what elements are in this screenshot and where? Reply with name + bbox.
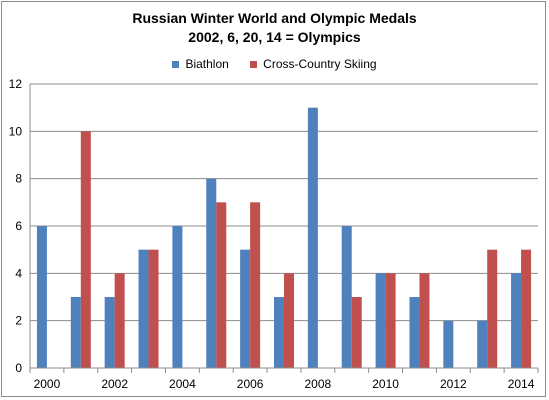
bars	[36, 107, 532, 369]
bar-biathlon-2010	[375, 273, 386, 368]
y-tick-label: 0	[15, 361, 22, 375]
x-tick-label: 2002	[101, 377, 128, 391]
bar-cross-country-skiing-2009	[351, 297, 362, 368]
legend-swatch-biathlon	[172, 61, 180, 69]
bar-biathlon-2004	[172, 226, 183, 368]
x-tick-label: 2014	[508, 377, 535, 391]
x-tick-label: 2008	[305, 377, 332, 391]
bar-cross-country-skiing-2005	[216, 202, 227, 368]
y-tick-label: 12	[9, 77, 23, 91]
bar-biathlon-2012	[443, 320, 454, 368]
bar-biathlon-2005	[206, 178, 217, 368]
bar-biathlon-2013	[477, 320, 488, 368]
legend-swatch-cross-country-skiing	[250, 61, 258, 69]
legend-item-biathlon: Biathlon	[172, 56, 229, 71]
x-tick-label: 2010	[372, 377, 399, 391]
bar-cross-country-skiing-2013	[487, 249, 498, 368]
legend-label-cross-country-skiing: Cross-Country Skiing	[263, 56, 377, 71]
bar-cross-country-skiing-2003	[148, 249, 159, 368]
y-tick-label: 8	[15, 172, 22, 186]
legend: Biathlon Cross-Country Skiing	[0, 56, 549, 71]
x-tick-label: 2006	[237, 377, 264, 391]
legend-item-cross-country-skiing: Cross-Country Skiing	[250, 56, 377, 71]
y-tick-labels: 0 2 4 6 8 10 12	[9, 77, 23, 375]
x-tick-labels: 2000 2002 2004 2006 2008 2010 2012 2014	[34, 377, 535, 391]
bar-cross-country-skiing-2011	[419, 273, 430, 368]
bar-biathlon-2009	[341, 226, 352, 368]
bar-cross-country-skiing-2007	[284, 273, 294, 368]
y-tick-label: 10	[9, 124, 23, 138]
bar-biathlon-2014	[511, 273, 522, 368]
bar-biathlon-2003	[138, 249, 149, 368]
bar-cross-country-skiing-2006	[250, 202, 261, 368]
x-tick-label: 2004	[169, 377, 196, 391]
chart-title: Russian Winter World and Olympic Medals	[132, 10, 417, 26]
chart-subtitle: 2002, 6, 20, 14 = Olympics	[188, 29, 361, 45]
x-tick-label: 2012	[440, 377, 467, 391]
axes	[29, 84, 539, 373]
bar-cross-country-skiing-2010	[385, 273, 396, 368]
y-tick-label: 2	[15, 314, 22, 328]
bar-biathlon-2002	[104, 297, 115, 368]
x-tick-label: 2000	[34, 377, 61, 391]
y-tick-label: 6	[15, 219, 22, 233]
y-tick-label: 4	[15, 266, 22, 280]
bar-biathlon-2008	[307, 107, 318, 369]
bar-biathlon-2001	[70, 297, 81, 368]
bar-cross-country-skiing-2002	[114, 273, 125, 368]
legend-label-biathlon: Biathlon	[185, 56, 229, 71]
bar-biathlon-2006	[240, 249, 251, 368]
bar-cross-country-skiing-2001	[80, 131, 91, 368]
bar-biathlon-2000	[36, 226, 47, 368]
bar-cross-country-skiing-2014	[521, 249, 532, 368]
bar-biathlon-2007	[274, 297, 284, 368]
bar-biathlon-2011	[409, 297, 420, 368]
